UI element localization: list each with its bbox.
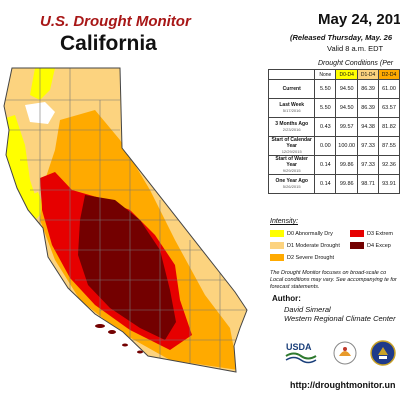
table-row: Start of Calendar Year 12/29/2015 0.00 10…	[267, 136, 400, 156]
usda-logo-text: USDA	[286, 342, 312, 352]
table-row: Start of Water Year 9/29/2015 0.14 99.86 …	[267, 155, 400, 175]
table-cell: 100.00	[335, 136, 359, 156]
table-cell: 98.71	[357, 174, 380, 194]
table-cell: 0.43	[314, 117, 337, 137]
monitor-title: U.S. Drought Monitor	[40, 13, 191, 30]
table-cell: 99.86	[335, 155, 359, 175]
table-cell: 94.50	[335, 98, 359, 118]
legend-swatch	[270, 254, 284, 261]
table-cell: 93.91	[378, 174, 400, 194]
table-cell: 97.33	[357, 136, 380, 156]
table-cell: 0.14	[314, 174, 337, 194]
column-header: D1-D4	[357, 69, 380, 80]
column-header: D2-D4	[378, 69, 400, 80]
noaa-logo	[370, 340, 396, 366]
county-lines	[4, 68, 247, 370]
row-label: One Year Ago 5/26/2015	[267, 174, 316, 194]
table-row: Current 5.50 94.50 86.39 61.00	[267, 79, 400, 99]
table-cell: 0.14	[314, 155, 337, 175]
table-cell: 92.36	[378, 155, 400, 175]
table-cell: 87.55	[378, 136, 400, 156]
legend-swatch	[270, 242, 284, 249]
monitor-note: The Drought Monitor focuses on broad-sca…	[270, 270, 397, 290]
legend-swatch	[270, 230, 284, 237]
table-cell: 94.38	[357, 117, 380, 137]
row-label: Current	[267, 79, 316, 99]
legend-item-d1: D1 Moderate Drought	[270, 242, 340, 249]
column-header: None	[314, 69, 337, 80]
legend-title: Intensity:	[270, 218, 299, 225]
legend-item-d2: D2 Severe Drought	[270, 254, 334, 261]
legend-label: D3 Extrem	[367, 230, 393, 237]
table-title: Drought Conditions (Per	[318, 60, 394, 67]
row-label: Start of Calendar Year 12/29/2015	[267, 136, 316, 156]
table-row: Last Week 5/17/2016 5.50 94.50 86.39 63.5…	[267, 98, 400, 118]
author-block: David Simeral Western Regional Climate C…	[284, 305, 396, 323]
table-cell: 86.39	[357, 98, 380, 118]
table-cell: 5.50	[314, 98, 337, 118]
table-cell: 0.00	[314, 136, 337, 156]
table-cell: 63.57	[378, 98, 400, 118]
valid-time: Valid 8 a.m. EDT	[327, 44, 384, 53]
table-cell: 97.33	[357, 155, 380, 175]
table-corner	[267, 69, 316, 80]
author-org: Western Regional Climate Center	[284, 314, 396, 323]
d4-region	[78, 195, 176, 340]
row-label: 3 Months Ago 2/23/2016	[267, 117, 316, 137]
legend-label: D0 Abnormally Dry	[287, 230, 333, 237]
table-cell: 81.82	[378, 117, 400, 137]
table-row: One Year Ago 5/26/2015 0.14 99.86 98.71 9…	[267, 174, 400, 194]
usda-logo: USDA	[285, 342, 317, 364]
author-name: David Simeral	[284, 305, 331, 314]
table-cell: 86.39	[357, 79, 380, 99]
table-cell: 99.57	[335, 117, 359, 137]
legend-label: D4 Excep	[367, 242, 391, 249]
state-outline	[3, 67, 248, 373]
release-note: (Released Thursday, May. 26	[290, 33, 392, 42]
legend-label: D2 Severe Drought	[287, 254, 335, 261]
legend-swatch	[350, 242, 364, 249]
table-row: 3 Months Ago 2/23/2016 0.43 99.57 94.38 8…	[267, 117, 400, 137]
drought-map	[3, 67, 248, 373]
drought-center-logo	[333, 341, 357, 365]
legend-item-d4: D4 Excep	[350, 242, 391, 249]
website-link[interactable]: http://droughtmonitor.un	[290, 380, 396, 390]
table-cell: 5.50	[314, 79, 337, 99]
legend-swatch	[350, 230, 364, 237]
author-heading: Author:	[272, 294, 301, 303]
column-header: D0-D4	[335, 69, 359, 80]
d0-north-region	[30, 68, 55, 100]
table-cell: 99.86	[335, 174, 359, 194]
table-cell: 94.50	[335, 79, 359, 99]
drought-conditions-table: None D0-D4 D1-D4 D2-D4 Current 5.50 94.5…	[267, 69, 400, 194]
table-cell: 61.00	[378, 79, 400, 99]
row-label: Start of Water Year 9/29/2015	[267, 155, 316, 175]
map-date: May 24, 2016	[318, 11, 400, 28]
d0-coast-region	[4, 115, 40, 212]
region-title: California	[60, 32, 157, 55]
channel-islands	[95, 324, 143, 354]
row-label: Last Week 5/17/2016	[267, 98, 316, 118]
legend-item-d0: D0 Abnormally Dry	[270, 230, 333, 237]
legend-item-d3: D3 Extrem	[350, 230, 393, 237]
legend-label: D1 Moderate Drought	[287, 242, 340, 249]
